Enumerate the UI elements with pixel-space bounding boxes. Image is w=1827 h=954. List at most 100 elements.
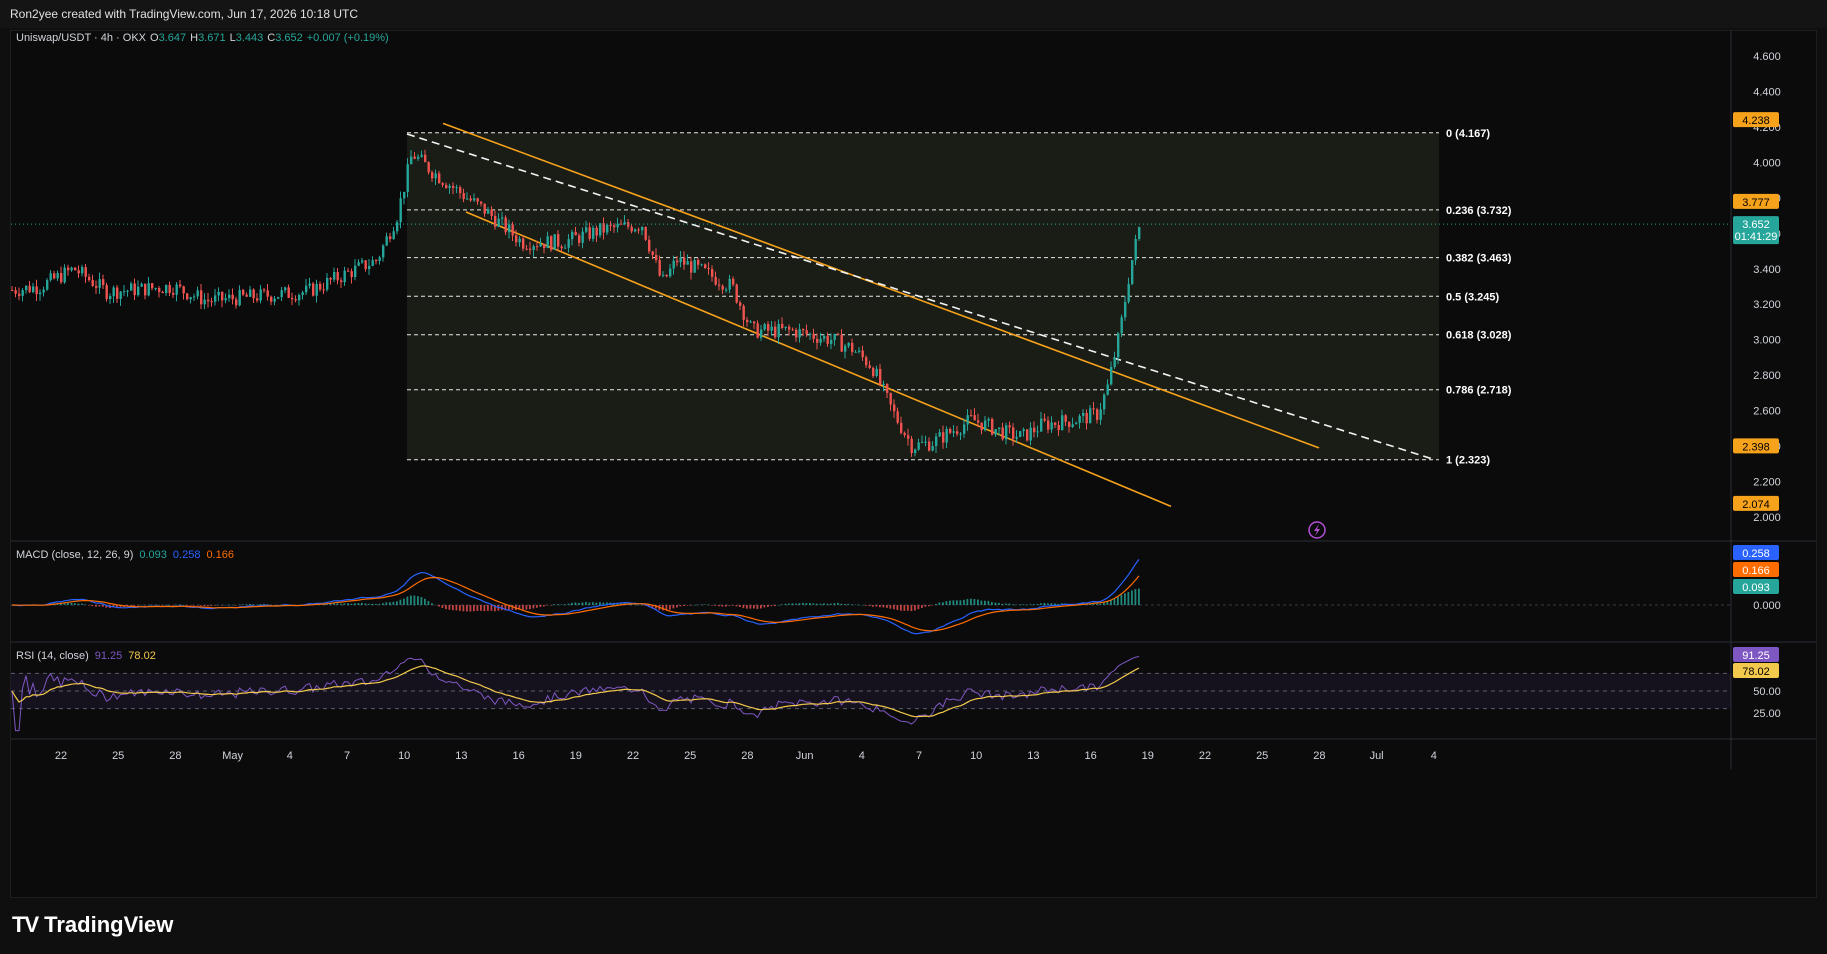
candle-body[interactable]: [158, 288, 161, 292]
candle-body[interactable]: [1036, 431, 1039, 433]
candle-body[interactable]: [434, 173, 437, 179]
candle-body[interactable]: [984, 420, 987, 431]
candle-body[interactable]: [263, 289, 266, 291]
candle-body[interactable]: [914, 449, 917, 454]
candle-body[interactable]: [364, 260, 367, 270]
candle-body[interactable]: [245, 294, 248, 297]
candle-body[interactable]: [1124, 301, 1127, 318]
candle-body[interactable]: [242, 289, 245, 295]
candle-body[interactable]: [315, 283, 318, 296]
candle-body[interactable]: [977, 420, 980, 423]
candle-body[interactable]: [224, 298, 227, 301]
candle-body[interactable]: [529, 248, 532, 251]
candle-body[interactable]: [1106, 384, 1109, 395]
candle-body[interactable]: [991, 418, 994, 435]
candle-body[interactable]: [427, 162, 430, 173]
candle-body[interactable]: [144, 283, 147, 296]
candle-body[interactable]: [431, 172, 434, 179]
candle-body[interactable]: [585, 227, 588, 232]
candle-body[interactable]: [1019, 431, 1022, 437]
candle-body[interactable]: [84, 267, 87, 277]
candle-body[interactable]: [994, 429, 997, 435]
candle-body[interactable]: [329, 277, 332, 280]
candle-body[interactable]: [413, 156, 416, 159]
candle-body[interactable]: [266, 290, 269, 297]
candle-body[interactable]: [410, 156, 413, 165]
candle-body[interactable]: [725, 289, 728, 291]
candle-body[interactable]: [189, 297, 192, 300]
candle-body[interactable]: [728, 278, 731, 290]
candle-body[interactable]: [613, 225, 616, 228]
candle-body[interactable]: [809, 333, 812, 335]
candle-body[interactable]: [837, 333, 840, 335]
time-axis[interactable]: 22 25 28 May 4 7 10 13 16 19 22 25 28 Jun 4 7 10 13 16 19 22…: [55, 750, 1437, 762]
candle-body[interactable]: [228, 294, 231, 299]
rsi-line[interactable]: [11, 656, 1140, 732]
candle-body[interactable]: [340, 280, 343, 283]
candle-body[interactable]: [375, 260, 378, 262]
rsi-ma-line[interactable]: [11, 665, 1140, 718]
candle-body[interactable]: [1120, 317, 1123, 334]
candle-body[interactable]: [172, 292, 175, 295]
candle-body[interactable]: [280, 290, 283, 298]
candle-body[interactable]: [970, 415, 973, 417]
candle-body[interactable]: [473, 198, 476, 201]
candle-body[interactable]: [1064, 415, 1067, 422]
candle-body[interactable]: [1026, 429, 1029, 441]
candle-body[interactable]: [112, 287, 115, 297]
candle-body[interactable]: [826, 335, 829, 344]
candle-body[interactable]: [952, 431, 955, 433]
candle-body[interactable]: [679, 257, 682, 263]
candle-body[interactable]: [956, 431, 959, 434]
candle-body[interactable]: [795, 329, 798, 338]
candle-body[interactable]: [623, 222, 626, 225]
candle-body[interactable]: [1005, 425, 1008, 440]
candle-body[interactable]: [973, 415, 976, 421]
candle-body[interactable]: [60, 273, 63, 283]
candle-body[interactable]: [455, 187, 458, 189]
candle-body[interactable]: [336, 272, 339, 281]
candle-body[interactable]: [42, 289, 45, 293]
candle-body[interactable]: [788, 326, 791, 330]
chart-frame[interactable]: 0 (4.167) 0.236 (3.732) 0.382 (3.463) 0.5 (…: [10, 30, 1817, 898]
candle-body[interactable]: [536, 246, 539, 248]
candle-body[interactable]: [868, 365, 871, 368]
candle-body[interactable]: [662, 274, 665, 276]
candle-body[interactable]: [900, 422, 903, 433]
candle-body[interactable]: [18, 293, 21, 296]
candle-body[interactable]: [193, 296, 196, 298]
candle-body[interactable]: [707, 268, 710, 270]
candle-body[interactable]: [1134, 238, 1137, 261]
candle-body[interactable]: [627, 222, 630, 227]
macd-signal-line[interactable]: [11, 575, 1140, 632]
channel-lower-line[interactable]: [465, 211, 1172, 508]
candle-body[interactable]: [798, 329, 801, 338]
candle-body[interactable]: [406, 164, 409, 192]
candle-body[interactable]: [861, 350, 864, 358]
candle-body[interactable]: [399, 198, 402, 223]
candle-body[interactable]: [648, 239, 651, 252]
candle-body[interactable]: [781, 323, 784, 329]
candle-body[interactable]: [308, 283, 311, 286]
candle-body[interactable]: [497, 218, 500, 227]
candle-body[interactable]: [903, 432, 906, 436]
candle-body[interactable]: [704, 264, 707, 269]
candle-body[interactable]: [53, 273, 56, 279]
candle-body[interactable]: [746, 319, 749, 323]
candle-body[interactable]: [893, 404, 896, 412]
candle-body[interactable]: [378, 257, 381, 261]
candle-body[interactable]: [70, 267, 73, 271]
candle-body[interactable]: [490, 209, 493, 216]
candle-body[interactable]: [592, 227, 595, 239]
candle-body[interactable]: [805, 330, 808, 334]
candle-body[interactable]: [501, 217, 504, 219]
candle-body[interactable]: [581, 231, 584, 243]
candle-body[interactable]: [637, 229, 640, 231]
candle-body[interactable]: [270, 296, 273, 302]
candle-body[interactable]: [938, 432, 941, 437]
candle-body[interactable]: [1092, 408, 1095, 410]
candle-body[interactable]: [872, 367, 875, 377]
candle-body[interactable]: [644, 226, 647, 240]
candle-body[interactable]: [574, 231, 577, 236]
candle-body[interactable]: [403, 191, 406, 199]
